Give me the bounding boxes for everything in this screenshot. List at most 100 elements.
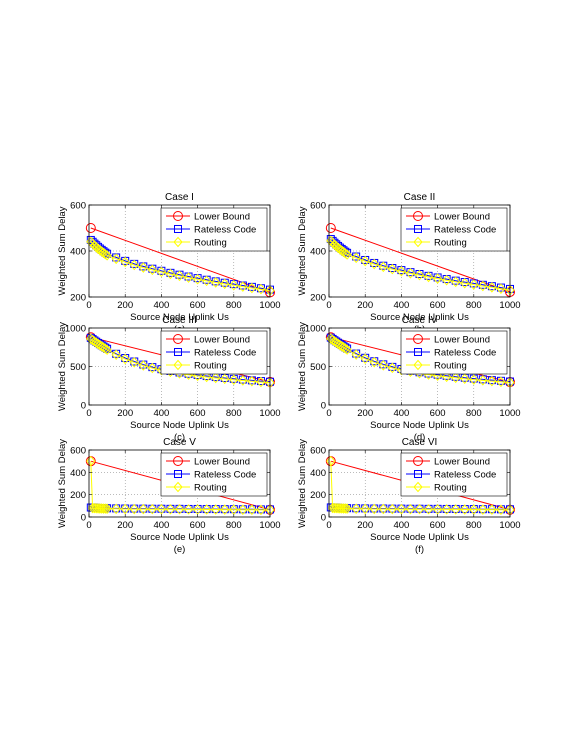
legend-item: Routing <box>166 359 227 372</box>
y-tick-label: 400 <box>70 247 86 258</box>
series-routing <box>86 455 275 516</box>
data-point <box>247 376 257 387</box>
series-routing <box>326 235 515 296</box>
x-tick-label: 1000 <box>499 408 520 419</box>
data-point <box>340 248 350 259</box>
data-point <box>460 373 470 384</box>
data-point <box>165 504 176 515</box>
legend-item: Rateless Code <box>406 470 496 481</box>
legend-item: Rateless Code <box>406 348 496 359</box>
data-point <box>129 357 139 368</box>
legend-item: Routing <box>406 481 467 494</box>
y-axis-label: Weighted Sum Delay <box>297 206 308 295</box>
data-point <box>396 503 407 515</box>
data-point <box>342 503 352 514</box>
data-point <box>432 504 443 515</box>
data-point <box>102 250 112 261</box>
y-tick-label: 1000 <box>305 324 326 335</box>
axes-box <box>88 449 271 518</box>
y-tick-label: 0 <box>81 401 86 412</box>
data-point <box>100 343 110 354</box>
data-point <box>423 271 434 283</box>
data-point <box>460 504 470 515</box>
x-tick-label: 0 <box>86 300 91 311</box>
x-tick-label: 200 <box>357 300 373 311</box>
legend-item: Lower Bound <box>406 211 490 223</box>
data-point <box>120 353 130 365</box>
data-point <box>192 274 203 285</box>
x-tick-label: 1000 <box>259 408 280 419</box>
data-point <box>220 504 230 515</box>
legend-label: Routing <box>194 483 227 494</box>
legend-item: Routing <box>166 481 227 494</box>
data-point <box>414 503 425 515</box>
data-point <box>138 262 148 273</box>
x-tick-label: 1000 <box>499 520 520 531</box>
x-tick-label: 800 <box>466 408 482 419</box>
y-tick-label: 600 <box>310 201 326 212</box>
data-point <box>111 253 121 265</box>
legend-label: Routing <box>194 238 227 249</box>
data-point <box>238 375 248 386</box>
data-point <box>451 504 461 515</box>
chart-title: Case II <box>404 192 436 203</box>
data-point <box>220 373 230 385</box>
x-tick-label: 0 <box>326 408 331 419</box>
data-point <box>326 455 336 467</box>
x-tick-label: 800 <box>466 300 482 311</box>
legend-item: Rateless Code <box>166 348 256 359</box>
data-point <box>351 252 361 264</box>
data-point <box>192 504 203 515</box>
data-point <box>256 376 266 388</box>
data-point <box>432 273 443 284</box>
data-point <box>369 357 379 368</box>
data-point <box>147 362 158 374</box>
x-tick-label: 200 <box>117 520 133 531</box>
legend-marker <box>173 334 183 344</box>
x-tick-label: 600 <box>430 300 446 311</box>
legend: Lower Bound Rateless Code Routing <box>400 207 508 252</box>
x-axis-label: Source Node Uplink Us <box>130 312 229 323</box>
data-point <box>360 353 370 365</box>
legend-label: Lower Bound <box>434 212 490 223</box>
data-point <box>211 277 221 288</box>
y-tick-label: 400 <box>310 468 326 479</box>
legend: Lower Bound Rateless Code Routing <box>160 330 268 375</box>
y-tick-label: 500 <box>310 362 326 373</box>
legend-label: Lower Bound <box>194 457 250 468</box>
data-point <box>238 281 248 292</box>
data-point <box>147 264 158 276</box>
data-point <box>360 503 370 515</box>
data-point <box>387 263 398 275</box>
data-point <box>360 255 370 267</box>
x-tick-label: 200 <box>117 408 133 419</box>
x-tick-label: 600 <box>190 408 206 419</box>
legend-marker <box>413 481 423 493</box>
data-point <box>111 503 121 515</box>
data-point <box>85 223 96 233</box>
x-tick-label: 800 <box>226 300 242 311</box>
data-point <box>441 371 452 383</box>
data-point <box>256 283 266 295</box>
legend-label: Routing <box>434 483 467 494</box>
data-point <box>183 272 194 283</box>
data-point <box>496 376 506 388</box>
x-axis-label: Source Node Uplink Us <box>370 312 469 323</box>
x-tick-label: 0 <box>326 300 331 311</box>
legend-item: Rateless Code <box>406 225 496 236</box>
x-tick-label: 200 <box>357 520 373 531</box>
data-point <box>469 374 479 385</box>
y-tick-label: 200 <box>70 490 86 501</box>
x-tick-label: 600 <box>430 520 446 531</box>
data-point <box>147 503 158 515</box>
data-point <box>183 504 194 515</box>
y-tick-label: 200 <box>70 293 86 304</box>
data-point <box>340 343 350 354</box>
data-point <box>102 503 112 514</box>
data-point <box>387 362 398 374</box>
y-tick-label: 600 <box>70 201 86 212</box>
data-point <box>340 503 350 514</box>
data-point <box>396 265 407 277</box>
data-point <box>487 282 497 293</box>
y-axis-label: Weighted Sum Delay <box>57 439 68 528</box>
